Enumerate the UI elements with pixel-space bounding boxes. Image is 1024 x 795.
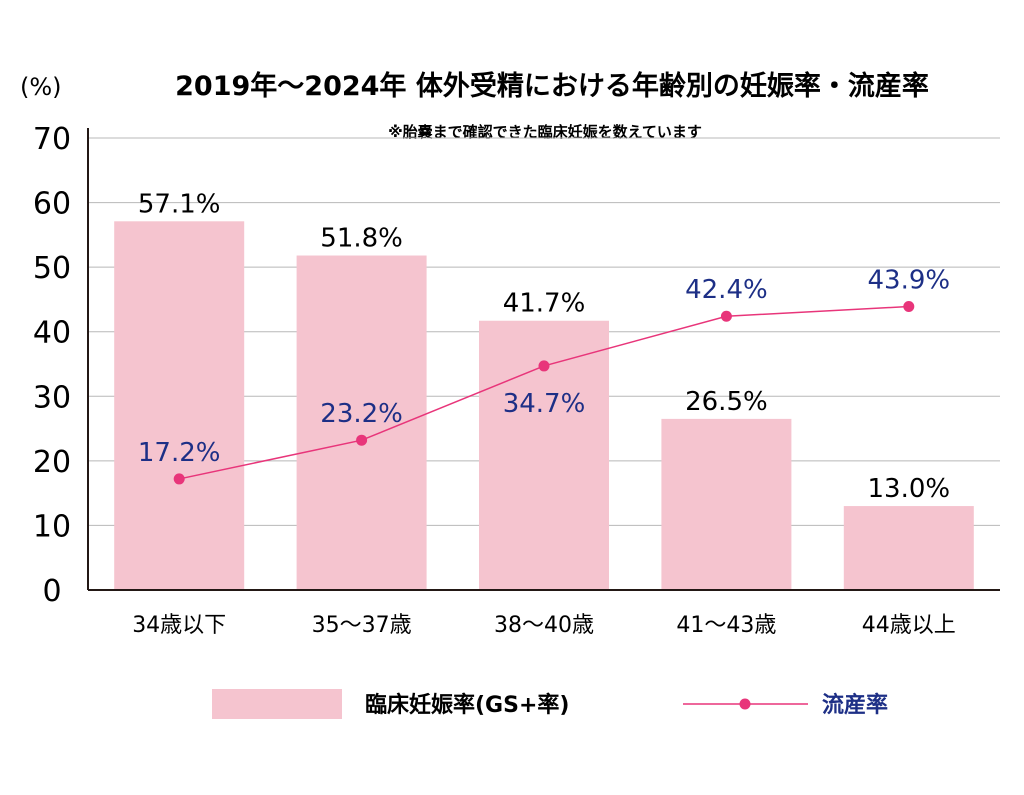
y-tick-label: 60: [33, 187, 71, 222]
bar: [114, 221, 245, 590]
bar-value-label: 57.1%: [138, 189, 221, 219]
y-axis-ticks: 0 10 20 30 40 50 60 70: [33, 122, 71, 609]
x-tick-label: 34歳以下: [132, 613, 226, 638]
bar: [843, 506, 974, 590]
x-tick-label: 38〜40歳: [494, 613, 594, 638]
chart-title: 2019年〜2024年 体外受精における年齢別の妊娠率・流産率: [175, 70, 929, 102]
x-tick-label: 41〜43歳: [676, 613, 776, 638]
y-tick-label: 0: [42, 574, 61, 609]
line-point: [720, 310, 732, 322]
legend-swatch-point: [739, 698, 751, 710]
y-tick-label: 30: [33, 380, 71, 415]
legend-swatch-bar: [212, 689, 342, 719]
y-tick-label: 50: [33, 251, 71, 286]
y-tick-label: 10: [33, 509, 71, 544]
line-point: [903, 301, 915, 313]
chart-subtitle: ※胎嚢まで確認できた臨床妊娠を数えています: [388, 123, 702, 141]
legend: 臨床妊娠率(GS+率) 流産率: [212, 689, 888, 719]
line-value-label: 42.4%: [685, 275, 768, 305]
axes: [87, 128, 1000, 591]
y-tick-label: 70: [33, 122, 71, 157]
bar-value-labels: 57.1% 51.8% 41.7% 26.5% 13.0%: [138, 189, 950, 504]
y-axis-unit-label: (%): [20, 73, 62, 101]
legend-label-line: 流産率: [822, 692, 888, 718]
x-tick-label: 35〜37歳: [312, 613, 412, 638]
line-value-label: 34.7%: [503, 389, 586, 419]
x-axis-ticks: 34歳以下 35〜37歳 38〜40歳 41〜43歳 44歳以上: [132, 613, 956, 638]
bar-series: [114, 221, 974, 590]
line-value-label: 17.2%: [138, 438, 221, 468]
line-series: 17.2% 23.2% 34.7% 42.4% 43.9%: [138, 266, 950, 485]
line-point: [356, 434, 368, 446]
line-point: [538, 360, 550, 372]
bar-value-label: 51.8%: [320, 224, 403, 254]
line-point: [173, 473, 185, 485]
y-tick-label: 20: [33, 445, 71, 480]
bar-value-label: 26.5%: [685, 387, 768, 417]
bar-value-label: 13.0%: [867, 474, 950, 504]
x-tick-label: 44歳以上: [862, 613, 956, 638]
bar: [661, 418, 792, 590]
line-value-label: 43.9%: [867, 266, 950, 296]
legend-label-bar: 臨床妊娠率(GS+率): [365, 692, 569, 718]
bar-value-label: 41.7%: [503, 289, 586, 319]
y-tick-label: 40: [33, 316, 71, 351]
line-value-label: 23.2%: [320, 399, 403, 429]
